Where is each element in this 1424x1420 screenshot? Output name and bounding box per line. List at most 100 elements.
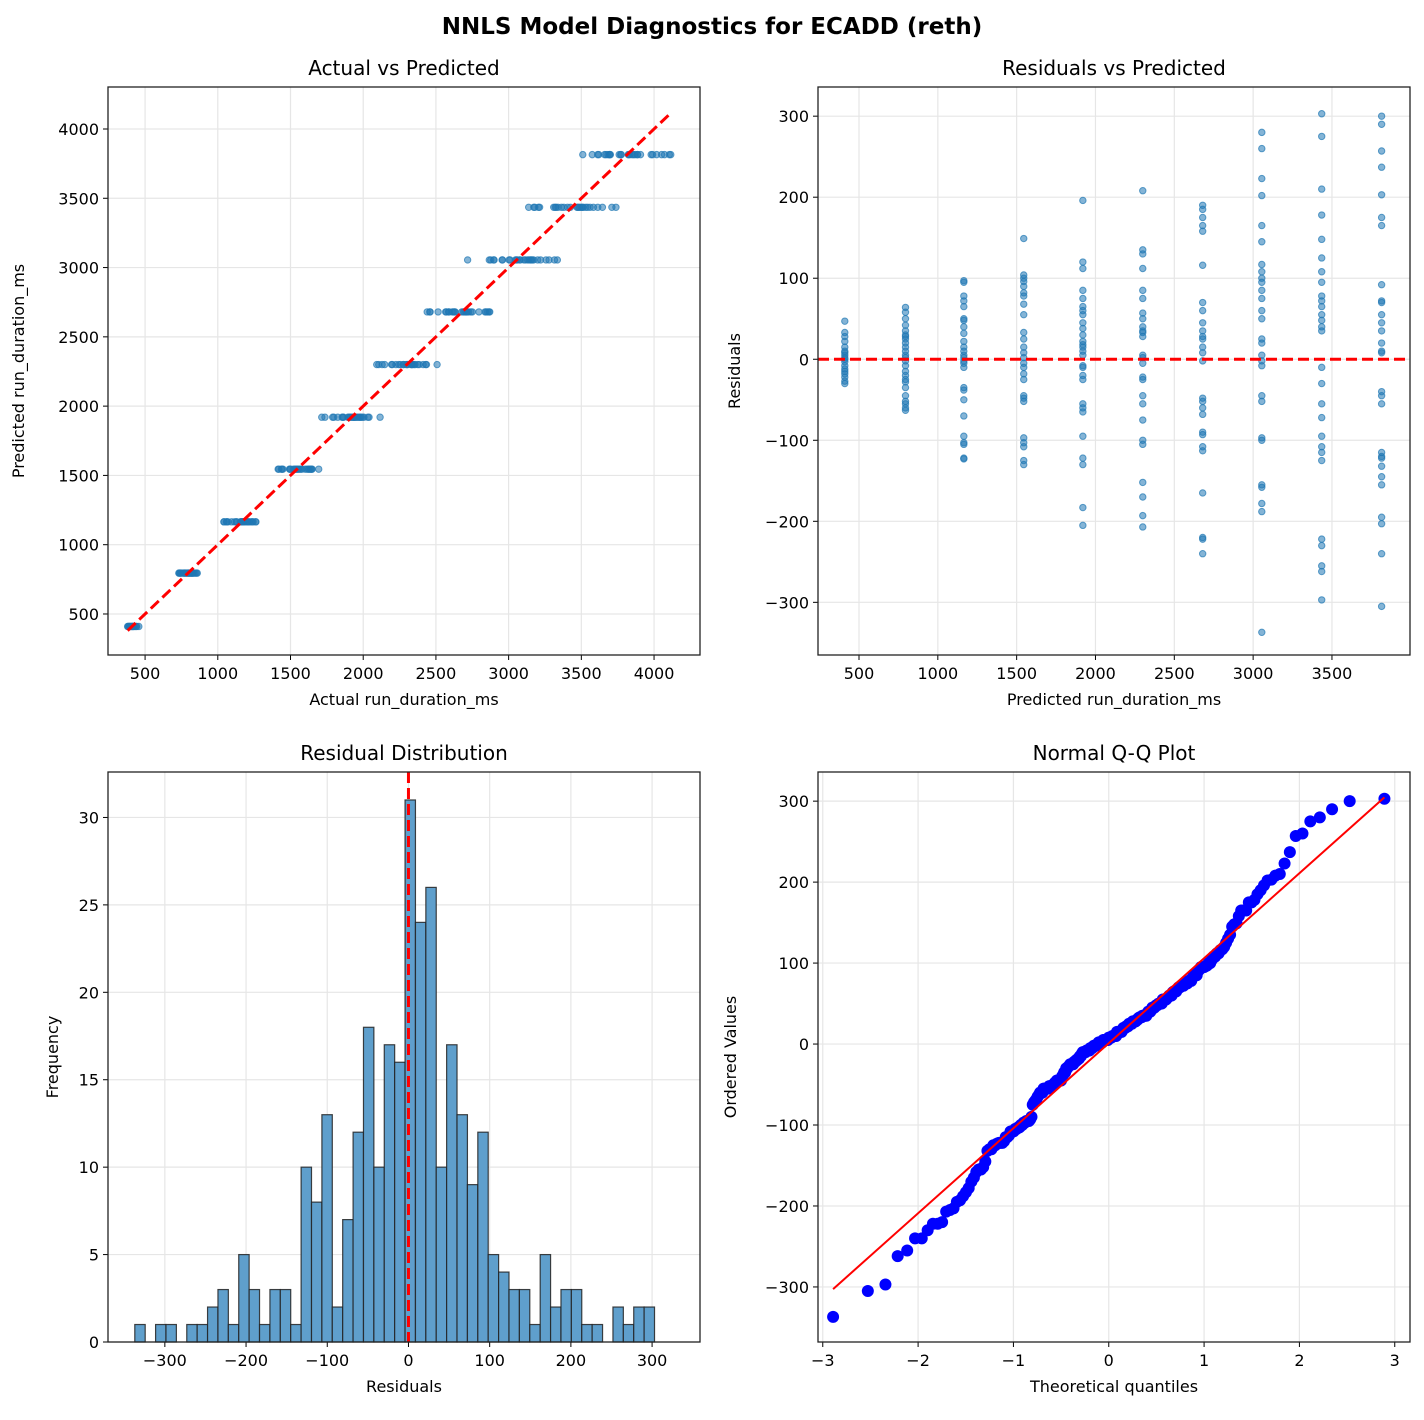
- qq-point: [1283, 846, 1296, 859]
- histogram-bar: [508, 1288, 520, 1343]
- histogram-bar: [383, 1044, 396, 1343]
- histogram-bar: [227, 1323, 240, 1343]
- data-point: [1377, 147, 1386, 155]
- data-point: [1079, 408, 1087, 416]
- data-point: [1377, 221, 1386, 230]
- x-tick-label: −200: [224, 1351, 268, 1370]
- data-point: [274, 465, 282, 473]
- y-tick-label: −300: [765, 593, 809, 612]
- data-point: [1198, 261, 1207, 269]
- histogram-bar: [352, 1131, 365, 1343]
- data-point: [960, 329, 968, 338]
- data-point: [1258, 191, 1266, 200]
- x-axis-label: Theoretical quantiles: [1029, 1377, 1198, 1396]
- data-point: [901, 383, 910, 392]
- y-tick-label: 20: [79, 983, 99, 1002]
- data-point: [960, 323, 968, 331]
- data-point: [1318, 110, 1326, 118]
- data-point: [1079, 331, 1087, 339]
- x-tick-label: 300: [637, 1351, 668, 1370]
- data-point: [1318, 278, 1326, 286]
- data-point: [328, 413, 337, 421]
- qq-point: [827, 1310, 840, 1323]
- data-point: [441, 308, 450, 316]
- histogram-bar: [134, 1323, 146, 1343]
- data-point: [588, 150, 596, 159]
- x-tick-label: 1000: [197, 664, 238, 683]
- data-point: [1318, 302, 1326, 311]
- qq-point: [1273, 868, 1286, 881]
- y-tick-label: 100: [778, 269, 809, 288]
- data-point: [1139, 294, 1147, 303]
- data-point: [1079, 460, 1087, 469]
- histogram-bar: [196, 1323, 209, 1343]
- histogram-bar: [446, 1044, 458, 1343]
- y-tick-label: 4000: [58, 120, 99, 139]
- data-point: [1318, 541, 1326, 550]
- x-tick-label: 3000: [1233, 664, 1274, 683]
- data-point: [647, 150, 655, 159]
- data-point: [1139, 523, 1147, 531]
- y-tick-label: −200: [765, 512, 809, 531]
- data-point: [485, 256, 493, 264]
- x-tick-label: −3: [811, 1351, 835, 1370]
- subplot-title: Actual vs Predicted: [308, 56, 500, 80]
- data-point: [1258, 286, 1266, 295]
- y-tick-label: −300: [765, 1278, 809, 1297]
- data-point: [1258, 294, 1266, 303]
- y-tick-label: 200: [778, 873, 809, 892]
- x-tick-label: 1: [1199, 1351, 1209, 1370]
- histogram-bar: [643, 1306, 656, 1343]
- data-point: [1258, 144, 1266, 153]
- data-point: [901, 315, 910, 323]
- data-point: [1020, 460, 1028, 469]
- x-tick-label: 1000: [917, 664, 958, 683]
- data-point: [1258, 268, 1266, 276]
- data-point: [841, 379, 849, 388]
- data-point: [1318, 456, 1326, 465]
- histogram-bar: [206, 1306, 219, 1343]
- data-point: [1079, 375, 1087, 384]
- data-point: [1318, 254, 1326, 262]
- y-tick-label: 15: [79, 1071, 99, 1090]
- data-point: [1377, 339, 1386, 347]
- data-point: [1377, 481, 1386, 489]
- data-point: [960, 302, 968, 311]
- data-point: [901, 406, 910, 414]
- data-point: [1318, 413, 1326, 422]
- data-point: [960, 455, 968, 463]
- y-tick-label: 2500: [58, 328, 99, 347]
- data-point: [1020, 328, 1028, 337]
- data-point: [1377, 473, 1386, 481]
- y-tick-label: 1000: [58, 536, 99, 555]
- histogram-bar: [414, 921, 427, 1343]
- histogram-bar: [290, 1323, 302, 1343]
- data-point: [463, 256, 472, 264]
- histogram-bar: [321, 1114, 333, 1343]
- data-point: [1377, 281, 1386, 289]
- data-point: [1377, 319, 1386, 327]
- data-point: [1318, 567, 1326, 576]
- histogram-bar: [279, 1288, 292, 1343]
- data-point: [434, 308, 442, 316]
- data-point: [1377, 520, 1386, 528]
- qq-point: [891, 1250, 904, 1263]
- qq-point: [901, 1244, 914, 1257]
- data-point: [481, 308, 489, 316]
- data-point: [1198, 335, 1207, 343]
- data-point: [220, 518, 228, 526]
- data-point: [1377, 550, 1386, 558]
- x-tick-label: 500: [844, 664, 875, 683]
- data-point: [1318, 268, 1326, 276]
- data-point: [1318, 211, 1326, 219]
- data-point: [387, 360, 396, 369]
- histogram-bar: [477, 1131, 489, 1343]
- data-point: [1198, 397, 1207, 406]
- data-point: [1139, 332, 1147, 341]
- data-point: [1318, 448, 1326, 457]
- histogram-bar: [154, 1323, 167, 1343]
- x-tick-label: 4000: [634, 664, 675, 683]
- data-point: [1139, 478, 1147, 487]
- data-point: [1318, 363, 1326, 372]
- data-point: [1079, 258, 1087, 266]
